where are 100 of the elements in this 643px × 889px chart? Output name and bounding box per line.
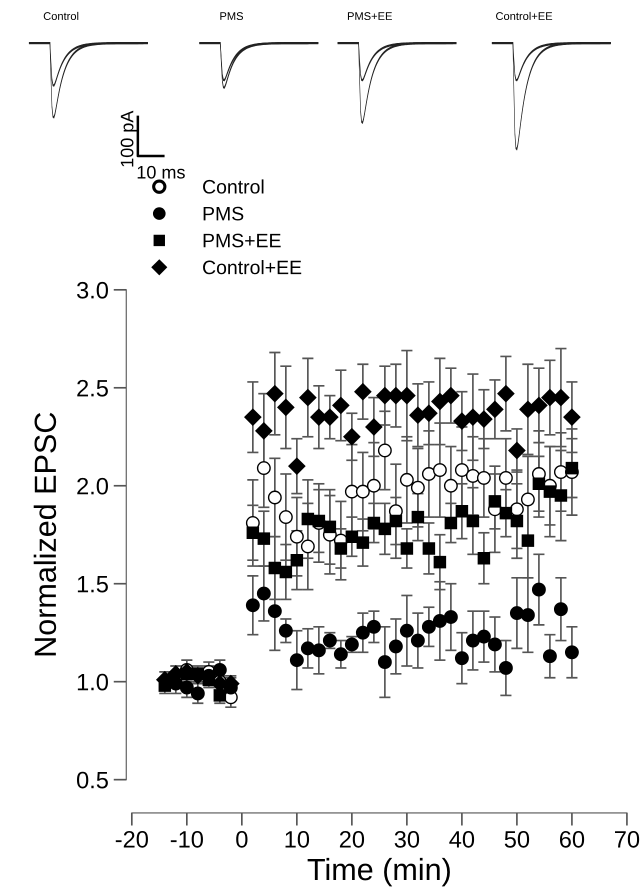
point bbox=[522, 534, 534, 547]
point bbox=[544, 485, 556, 498]
point bbox=[400, 542, 414, 555]
point bbox=[388, 639, 403, 654]
point bbox=[466, 634, 480, 648]
legend-label: PMS+EE bbox=[204, 234, 281, 248]
point bbox=[324, 520, 336, 534]
point bbox=[312, 643, 326, 658]
point bbox=[256, 586, 271, 600]
point bbox=[498, 470, 513, 485]
point bbox=[508, 442, 526, 460]
point bbox=[300, 540, 315, 554]
point bbox=[366, 620, 381, 634]
text: Control+EE bbox=[496, 12, 552, 20]
point bbox=[346, 530, 358, 543]
point bbox=[255, 422, 272, 440]
point bbox=[258, 532, 270, 545]
point bbox=[431, 392, 448, 410]
point bbox=[412, 510, 424, 524]
point bbox=[266, 385, 284, 402]
point bbox=[454, 463, 469, 478]
text: Control bbox=[44, 12, 78, 20]
x-tick-label: 10 bbox=[286, 830, 310, 848]
text: 10 ms bbox=[138, 166, 185, 179]
point bbox=[344, 484, 359, 499]
point bbox=[530, 396, 548, 414]
point bbox=[478, 552, 490, 564]
text: PMS bbox=[220, 12, 244, 20]
y-tick-label: 2.5 bbox=[77, 380, 108, 397]
point bbox=[432, 614, 447, 628]
point bbox=[400, 624, 414, 638]
point bbox=[444, 478, 458, 493]
text: 100 pA bbox=[120, 110, 138, 166]
point bbox=[312, 514, 326, 528]
point bbox=[466, 469, 480, 483]
x-tick-label: -10 bbox=[170, 830, 203, 848]
point bbox=[300, 641, 315, 656]
point bbox=[542, 649, 557, 664]
point bbox=[442, 387, 460, 404]
point bbox=[280, 566, 292, 578]
point bbox=[420, 404, 438, 422]
point bbox=[299, 389, 316, 406]
point bbox=[475, 410, 492, 428]
point bbox=[277, 398, 294, 416]
point bbox=[378, 655, 392, 670]
legend-label: PMS bbox=[204, 206, 244, 221]
point bbox=[520, 492, 535, 506]
y-tick-label: 1.5 bbox=[78, 576, 108, 593]
point bbox=[290, 554, 304, 566]
point bbox=[246, 598, 260, 612]
point bbox=[454, 651, 469, 666]
x-tick-label: 50 bbox=[504, 830, 530, 848]
y-axis-title: Normalized EPSC bbox=[34, 412, 56, 656]
point bbox=[400, 472, 414, 487]
point bbox=[332, 396, 350, 414]
point bbox=[520, 608, 535, 622]
point bbox=[566, 462, 578, 474]
point bbox=[510, 606, 524, 620]
point bbox=[268, 562, 282, 574]
point bbox=[302, 512, 314, 526]
y-tick-label: 2.0 bbox=[77, 478, 108, 495]
point bbox=[422, 620, 436, 634]
x-tick-label: -20 bbox=[116, 830, 148, 848]
point bbox=[356, 484, 370, 499]
point bbox=[488, 495, 502, 508]
point bbox=[444, 516, 458, 530]
point bbox=[290, 653, 304, 668]
point bbox=[554, 602, 568, 616]
point bbox=[278, 510, 293, 524]
point bbox=[519, 400, 536, 418]
point bbox=[422, 467, 436, 481]
x-tick-label: 20 bbox=[340, 830, 364, 848]
point bbox=[500, 506, 512, 520]
point bbox=[343, 428, 360, 446]
point bbox=[214, 689, 226, 702]
point bbox=[444, 610, 458, 624]
text: PMS+EE bbox=[348, 12, 392, 20]
x-tick-label: 40 bbox=[449, 830, 474, 848]
x-tick-label: 70 bbox=[615, 830, 640, 848]
point bbox=[244, 408, 262, 426]
x-axis-title: Time (min) bbox=[308, 858, 450, 886]
point bbox=[334, 647, 348, 662]
x-tick-label: 30 bbox=[394, 830, 420, 848]
point bbox=[190, 686, 205, 700]
point bbox=[532, 582, 546, 597]
point bbox=[256, 461, 271, 476]
point bbox=[288, 458, 306, 475]
point bbox=[434, 556, 446, 568]
point bbox=[365, 418, 382, 436]
point bbox=[356, 626, 370, 640]
point bbox=[456, 504, 468, 518]
y-tick-label: 1.0 bbox=[78, 674, 108, 690]
legend-label: Control+EE bbox=[203, 260, 302, 274]
point bbox=[453, 412, 470, 430]
point bbox=[410, 480, 425, 495]
x-tick-label: 0 bbox=[236, 830, 248, 848]
point bbox=[246, 526, 260, 540]
point bbox=[366, 478, 381, 493]
point bbox=[410, 634, 425, 648]
legend-label: Control bbox=[203, 179, 264, 194]
